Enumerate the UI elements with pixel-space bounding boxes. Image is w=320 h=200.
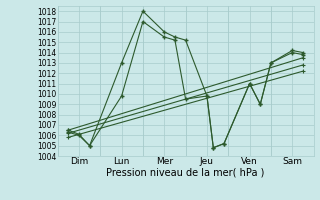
- X-axis label: Pression niveau de la mer( hPa ): Pression niveau de la mer( hPa ): [107, 168, 265, 178]
